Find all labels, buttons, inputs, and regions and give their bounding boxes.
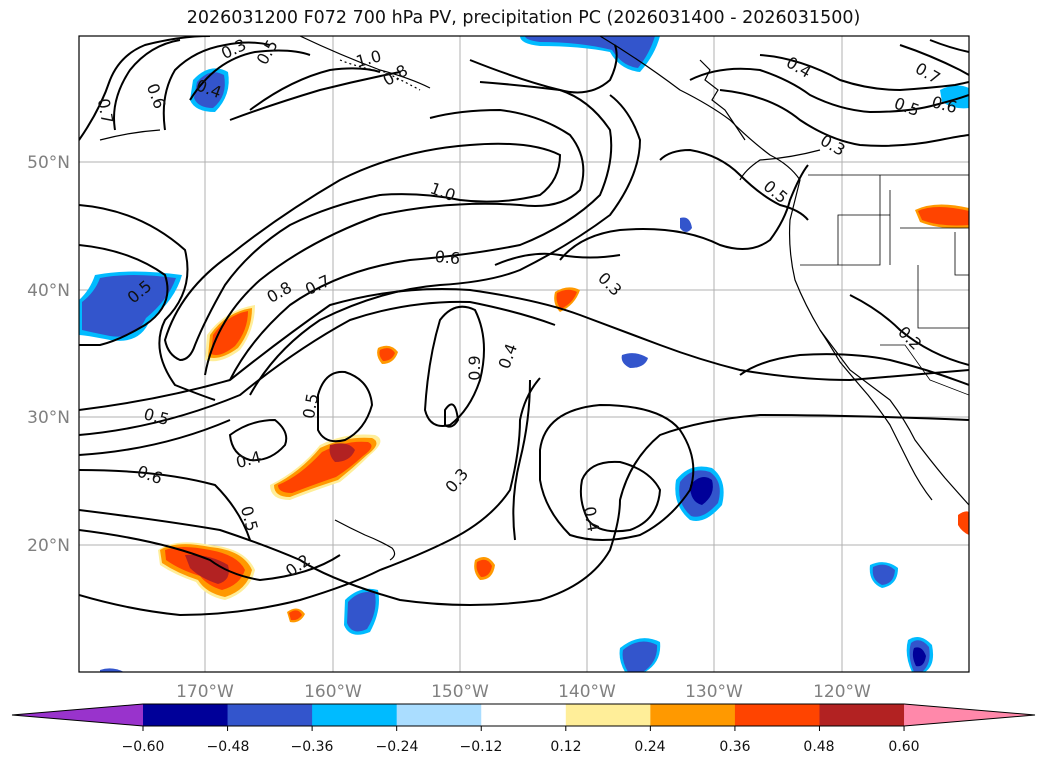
lat-label: 50°N	[27, 153, 70, 173]
colorbar-tick-label: 0.24	[634, 739, 665, 755]
colorbar-segment	[227, 704, 313, 726]
colorbar-tick-label: −0.48	[207, 739, 250, 755]
colorbar-tick-label: −0.36	[291, 739, 334, 755]
lat-labels: 50°N 40°N 30°N 20°N	[27, 153, 70, 556]
colorbar	[11, 703, 1036, 731]
precip-positive-areas	[158, 204, 969, 623]
colorbar-tick-label: 0.48	[803, 739, 834, 755]
coastlines	[99, 36, 969, 561]
colorbar-segment	[481, 704, 567, 726]
colorbar-tick-label: −0.12	[460, 739, 503, 755]
colorbar-segment	[565, 704, 651, 726]
borders	[800, 174, 969, 396]
colorbar-segment	[904, 704, 1035, 726]
colorbar-ticks: −0.60 −0.48 −0.36 −0.24 −0.12 0.12 0.24 …	[122, 739, 920, 755]
colorbar-segment	[734, 704, 820, 726]
gridlines	[79, 36, 969, 672]
lon-label: 140°W	[558, 682, 616, 702]
colorbar-segment	[650, 704, 736, 726]
contour-label: 0.7	[94, 97, 117, 125]
colorbar-segment	[396, 704, 482, 726]
colorbar-tick-label: −0.60	[122, 739, 165, 755]
colorbar-tick-label: 0.36	[719, 739, 750, 755]
pv-contours	[79, 36, 969, 617]
map-border	[78, 35, 970, 673]
map-title: 2026031200 F072 700 hPa PV, precipitatio…	[186, 8, 861, 28]
colorbar-tick-label: 0.60	[888, 739, 919, 755]
lon-label: 160°W	[304, 682, 362, 702]
colorbar-tick-label: 0.12	[550, 739, 581, 755]
lon-label: 150°W	[431, 682, 489, 702]
lon-labels: 170°W 160°W 150°W 140°W 130°W 120°W	[176, 682, 871, 702]
lat-label: 20°N	[27, 536, 70, 556]
contour-label: 0.5	[299, 392, 322, 420]
lat-label: 30°N	[27, 408, 70, 428]
lon-label: 120°W	[813, 682, 871, 702]
colorbar-segment	[312, 704, 398, 726]
contour-label: 0.4	[580, 505, 603, 533]
contour-label: 0.6	[434, 247, 461, 268]
contour-label: 0.9	[465, 355, 484, 380]
lon-label: 170°W	[176, 682, 234, 702]
lat-label: 40°N	[27, 281, 70, 301]
lon-label: 130°W	[685, 682, 743, 702]
colorbar-tick-label: −0.24	[376, 739, 419, 755]
colorbar-segment	[819, 704, 905, 726]
colorbar-segment	[143, 704, 229, 726]
colorbar-segment	[12, 704, 143, 726]
